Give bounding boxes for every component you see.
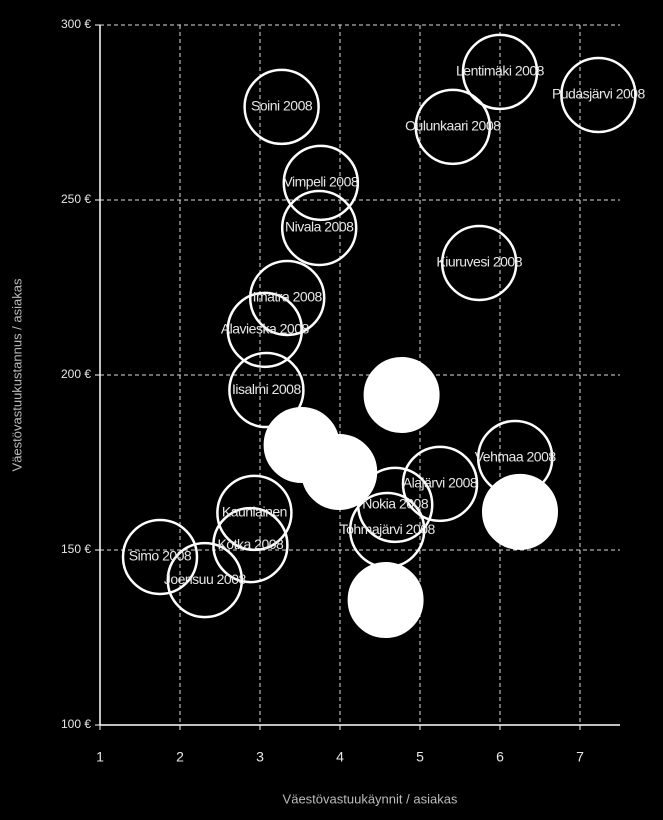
bubble — [121, 518, 199, 596]
x-tick-label: 6 — [496, 749, 504, 765]
bubble — [226, 291, 304, 369]
x-tick-label: 4 — [336, 749, 344, 765]
bubble-filled — [301, 433, 378, 510]
y-tick-label: 200 € — [61, 367, 91, 381]
bubble — [216, 474, 293, 552]
point-label: Lentimäki 2008 — [456, 63, 545, 79]
bubble-filled — [363, 356, 440, 433]
y-tick-label: 300 € — [61, 17, 91, 31]
point-label: Pudasjärvi 2008 — [552, 86, 646, 102]
x-axis-title: Väestövastuukäynnit / asiakas — [283, 791, 458, 806]
point-label: Imatra 2008 — [253, 289, 323, 305]
point-label: Kiuruvesi 2008 — [436, 254, 522, 270]
bubble-filled — [347, 562, 424, 639]
bubble — [461, 33, 539, 111]
point-label: Kauniainen — [222, 504, 287, 520]
bubble — [440, 224, 518, 302]
point-label: Nivala 2008 — [285, 219, 354, 235]
point-label: Alavieska 2008 — [221, 321, 310, 337]
bubble — [228, 351, 305, 429]
bubble — [401, 445, 479, 523]
point-label: Joensuu 2008 — [164, 571, 247, 587]
x-tick-label: 2 — [176, 749, 184, 765]
x-tick-label: 5 — [416, 749, 424, 765]
y-tick-label: 250 € — [61, 192, 91, 206]
x-tick-label: 7 — [576, 749, 584, 765]
bubble — [280, 189, 358, 267]
y-axis-title: Väestövastuukustannus / asiakas — [9, 278, 24, 471]
bubble — [282, 144, 360, 222]
point-label: Alajärvi 2008 — [403, 475, 478, 491]
bubble — [243, 68, 320, 146]
x-tick-label: 3 — [256, 749, 264, 765]
y-tick-label: 150 € — [61, 542, 91, 556]
bubble — [560, 56, 637, 134]
x-tick-label: 1 — [96, 749, 104, 765]
point-label: Kotka 2008 — [217, 536, 284, 552]
bubble-filled — [482, 473, 558, 550]
bubble — [166, 541, 244, 619]
point-label: Tohmajärvi 2008 — [340, 521, 436, 537]
point-label: Iisalmi 2008 — [232, 381, 301, 397]
point-label: Vehmaa 2008 — [475, 449, 557, 465]
point-label: Oulunkaari 2008 — [405, 118, 501, 134]
point-label: Vimpeli 2008 — [283, 174, 358, 190]
point-label: Nokia 2008 — [362, 496, 429, 512]
y-tick-label: 100 € — [61, 717, 91, 731]
bubble — [248, 259, 326, 337]
point-label: Soini 2008 — [251, 98, 313, 114]
bubble — [414, 88, 492, 166]
point-label: Simo 2008 — [129, 548, 192, 564]
